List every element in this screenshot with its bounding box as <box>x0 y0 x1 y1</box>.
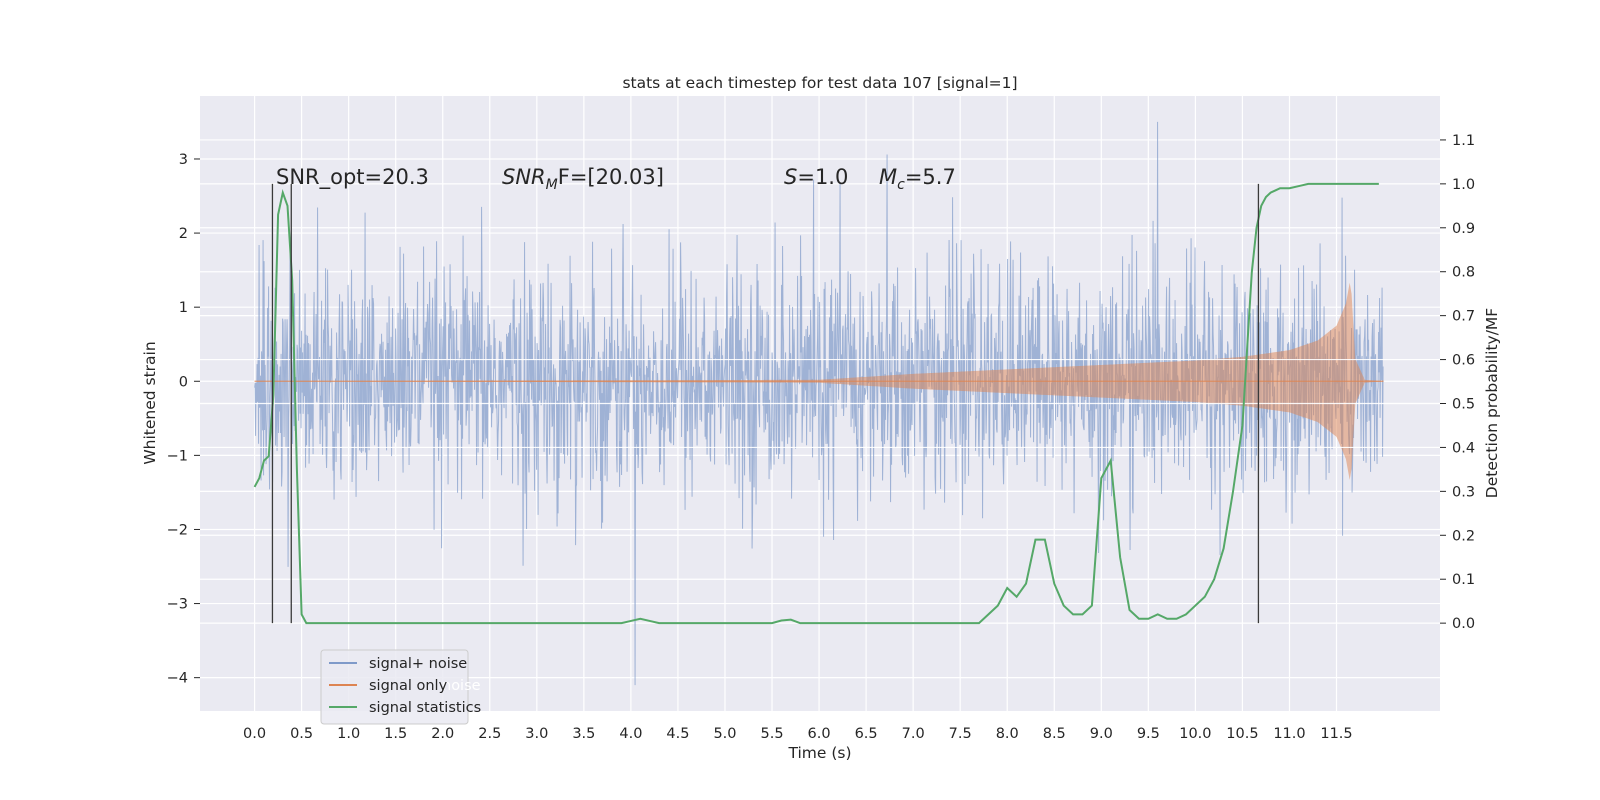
y-right-tick-label: 0.7 <box>1452 309 1475 325</box>
y-right-tick-label: 0.4 <box>1452 440 1475 456</box>
x-tick-label: 5.0 <box>713 726 736 742</box>
series-layer <box>200 121 1440 686</box>
y-left-tick-label: 2 <box>179 226 188 242</box>
y-axis-left-ticks: −4 −3 −2 −1 0 1 2 3 <box>167 152 200 687</box>
x-axis-label: Time (s) <box>787 744 851 762</box>
annotation-s-label: S <box>784 165 797 189</box>
x-tick-label: 2.0 <box>431 726 454 742</box>
annotation-mc-value: =5.7 <box>905 165 956 189</box>
y-right-tick-label: 0.2 <box>1452 528 1475 544</box>
x-tick-label: 8.0 <box>996 726 1019 742</box>
legend: noise signal+ noise signal only signal s… <box>320 649 481 725</box>
x-tick-label: 5.5 <box>760 726 783 742</box>
x-tick-label: 4.0 <box>619 726 642 742</box>
legend-label-signal-statistics: signal statistics <box>369 700 481 716</box>
x-tick-label: 0.5 <box>290 726 313 742</box>
y-right-tick-label: 1.1 <box>1452 133 1475 149</box>
annotation-mc-main: M <box>879 165 897 189</box>
y-left-tick-label: −4 <box>167 671 188 687</box>
x-tick-label: 2.5 <box>478 726 501 742</box>
annotation-snr-mf-main: SNR <box>502 165 546 189</box>
legend-box <box>320 649 469 725</box>
y-left-tick-label: 0 <box>179 374 188 390</box>
y-left-tick-label: 3 <box>179 152 188 168</box>
x-tick-label: 6.0 <box>808 726 831 742</box>
x-tick-label: 4.5 <box>666 726 689 742</box>
annotation-snr-mf-value: F=[20.03] <box>558 165 664 189</box>
x-tick-label: 3.0 <box>525 726 548 742</box>
y-right-tick-label: 0.3 <box>1452 484 1475 500</box>
y-left-tick-label: −3 <box>167 597 188 613</box>
x-tick-label: 1.5 <box>384 726 407 742</box>
y-axis-label-left: Whitened strain <box>141 341 159 464</box>
y-axis-label-right: Detection probability/MF <box>1483 308 1501 499</box>
series-signal-noise <box>254 121 1384 686</box>
x-tick-label: 1.0 <box>337 726 360 742</box>
y-right-tick-label: 0.6 <box>1452 353 1475 369</box>
y-right-tick-label: 0.1 <box>1452 572 1475 588</box>
annotation-snr-mf: SNRMF=[20.03] <box>502 165 664 193</box>
x-tick-label: 9.0 <box>1090 726 1113 742</box>
y-left-tick-label: −1 <box>167 448 188 464</box>
x-tick-label: 0.0 <box>243 726 266 742</box>
legend-label-signal-only: signal only <box>369 678 448 694</box>
x-axis-ticks: 0.0 0.5 1.0 1.5 2.0 2.5 3.0 3.5 4.0 4.5 5.0 5.5 6.0 6… <box>243 726 1353 742</box>
x-tick-label: 7.0 <box>902 726 925 742</box>
y-left-tick-label: 1 <box>179 300 188 316</box>
annotation-snr-mf-sub: M <box>546 177 558 193</box>
annotation-snr-opt: SNR_opt=20.3 <box>276 165 429 190</box>
y-axis-right-ticks: 0.0 0.1 0.2 0.3 0.4 0.5 0.6 0.7 0.8 0.9 1.0 1.1 <box>1440 133 1475 632</box>
y-left-tick-label: −2 <box>167 522 188 538</box>
x-tick-label: 10.5 <box>1226 726 1258 742</box>
series-signal-statistics <box>253 182 1379 625</box>
legend-ghost-text: noise <box>442 678 481 694</box>
x-tick-label: 11.5 <box>1320 726 1352 742</box>
y-right-tick-label: 0.0 <box>1452 616 1475 632</box>
x-tick-label: 6.5 <box>855 726 878 742</box>
x-tick-label: 8.5 <box>1043 726 1066 742</box>
vertical-markers <box>271 183 1260 624</box>
annotation-mc-sub: c <box>897 177 905 193</box>
x-tick-label: 7.5 <box>949 726 972 742</box>
x-tick-label: 9.5 <box>1137 726 1160 742</box>
y-right-tick-label: 0.8 <box>1452 265 1475 281</box>
y-right-tick-label: 0.5 <box>1452 397 1475 413</box>
annotation-s-value: =1.0 <box>797 165 848 189</box>
y-right-tick-label: 1.0 <box>1452 177 1475 193</box>
chart-title: stats at each timestep for test data 107… <box>622 74 1017 92</box>
y-right-tick-label: 0.9 <box>1452 221 1475 237</box>
x-tick-label: 11.0 <box>1273 726 1305 742</box>
legend-label-signal-noise: signal+ noise <box>369 656 467 672</box>
annotation-mc: Mc=5.7 <box>879 165 956 193</box>
x-tick-label: 10.0 <box>1179 726 1211 742</box>
annotation-s: S=1.0 <box>784 165 848 189</box>
x-tick-label: 3.5 <box>572 726 595 742</box>
